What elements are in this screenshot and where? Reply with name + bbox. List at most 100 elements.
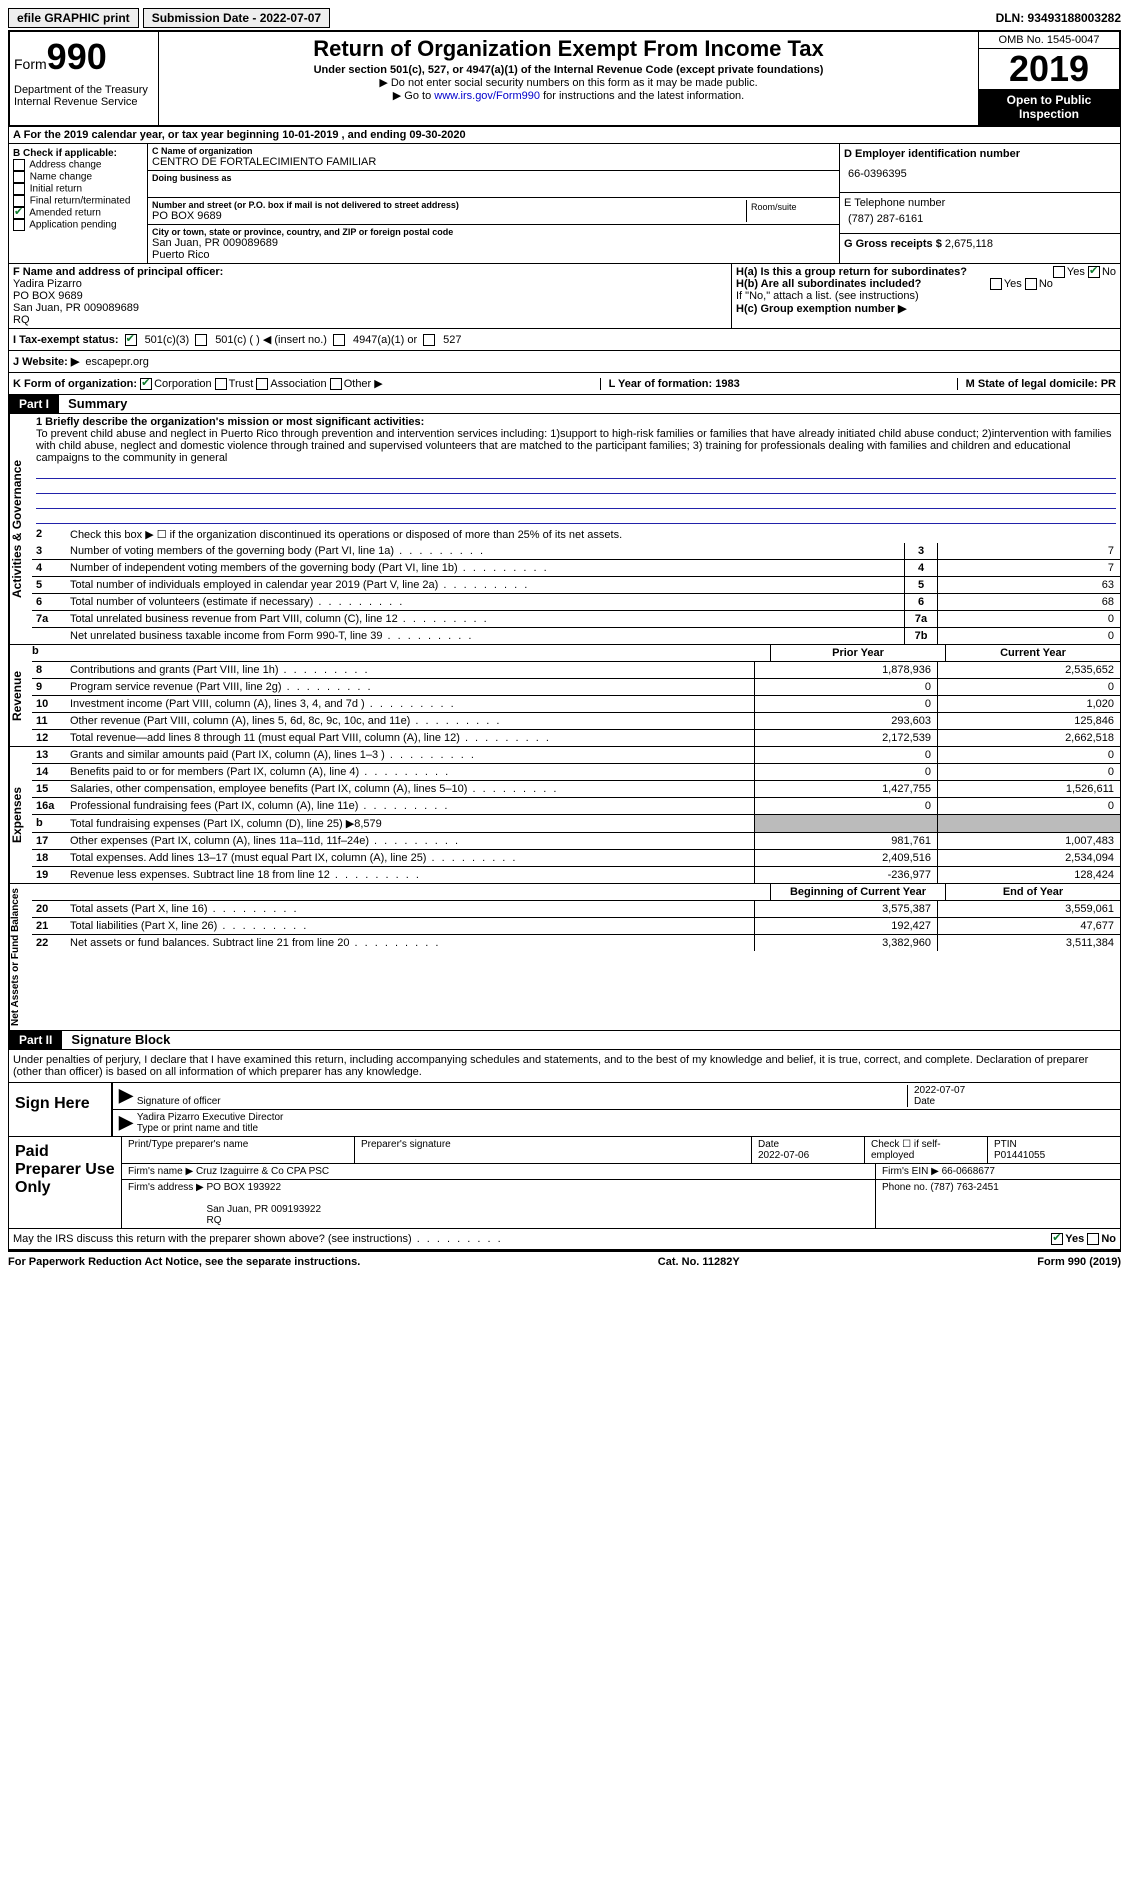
box-b: B Check if applicable: Address change Na… xyxy=(9,144,148,263)
firm-name: Cruz Izaguirre & Co CPA PSC xyxy=(196,1166,329,1177)
phone-value: (787) 287-6161 xyxy=(844,209,1116,229)
netassets-section: Net Assets or Fund Balances Beginning of… xyxy=(8,884,1121,1031)
tax-status-row: I Tax-exempt status: 501(c)(3) 501(c) ( … xyxy=(8,329,1121,351)
note-ssn: ▶ Do not enter social security numbers o… xyxy=(165,76,972,89)
state-domicile: M State of legal domicile: PR xyxy=(966,378,1116,390)
entity-block: B Check if applicable: Address change Na… xyxy=(8,144,1121,264)
financial-line: 11Other revenue (Part VIII, column (A), … xyxy=(32,713,1120,730)
summary-line: 2Check this box ▶ ☐ if the organization … xyxy=(32,526,1120,543)
financial-line: 8Contributions and grants (Part VIII, li… xyxy=(32,662,1120,679)
summary-line: 7aTotal unrelated business revenue from … xyxy=(32,611,1120,628)
corp-checkbox[interactable] xyxy=(140,378,152,390)
discuss-no-checkbox[interactable] xyxy=(1087,1233,1099,1245)
ha-label: H(a) Is this a group return for subordin… xyxy=(736,266,967,278)
officer-addr: PO BOX 9689 San Juan, PR 009089689 RQ xyxy=(13,290,139,326)
ein-value: 66-0396395 xyxy=(844,160,1116,188)
summary-line: 3Number of voting members of the governi… xyxy=(32,543,1120,560)
dba-label: Doing business as xyxy=(152,173,835,183)
financial-line: 10Investment income (Part VIII, column (… xyxy=(32,696,1120,713)
omb-number: OMB No. 1545-0047 xyxy=(979,32,1119,49)
firm-ein: 66-0668677 xyxy=(942,1166,995,1177)
financial-line: 22Net assets or fund balances. Subtract … xyxy=(32,935,1120,951)
other-checkbox[interactable] xyxy=(330,378,342,390)
officer-label: F Name and address of principal officer: xyxy=(13,266,223,278)
form-number: Form990 xyxy=(14,36,154,78)
firm-phone: (787) 763-2451 xyxy=(930,1182,998,1193)
financial-line: 19Revenue less expenses. Subtract line 1… xyxy=(32,867,1120,883)
activities-section: Activities & Governance 1 Briefly descri… xyxy=(8,414,1121,645)
financial-line: 14Benefits paid to or for members (Part … xyxy=(32,764,1120,781)
officer-name: Yadira Pizarro xyxy=(13,278,82,290)
dln-label: DLN: 93493188003282 xyxy=(996,11,1121,25)
part1-bar: Part I Summary xyxy=(8,395,1121,414)
end-year-header: End of Year xyxy=(945,884,1120,900)
gross-receipts-label: G Gross receipts $ xyxy=(844,238,942,250)
part2-bar: Part II Signature Block xyxy=(8,1031,1121,1050)
financial-line: 12Total revenue—add lines 8 through 11 (… xyxy=(32,730,1120,746)
hb-label: H(b) Are all subordinates included? xyxy=(736,278,921,290)
note-link: ▶ Go to www.irs.gov/Form990 for instruct… xyxy=(165,89,972,102)
summary-line: 4Number of independent voting members of… xyxy=(32,560,1120,577)
501c3-checkbox[interactable] xyxy=(125,334,137,346)
org-name: CENTRO DE FORTALECIMIENTO FAMILIAR xyxy=(152,156,835,168)
financial-line: 17Other expenses (Part IX, column (A), l… xyxy=(32,833,1120,850)
box-b-checkbox-5[interactable] xyxy=(13,219,25,231)
paid-preparer-label: Paid Preparer Use Only xyxy=(9,1137,122,1228)
assoc-checkbox[interactable] xyxy=(256,378,268,390)
org-name-label: C Name of organization xyxy=(152,146,835,156)
room-suite: Room/suite xyxy=(746,200,835,222)
summary-line: 5Total number of individuals employed in… xyxy=(32,577,1120,594)
irs-link[interactable]: www.irs.gov/Form990 xyxy=(434,90,540,102)
revenue-label: Revenue xyxy=(9,645,32,746)
hc-note: If "No," attach a list. (see instruction… xyxy=(736,290,1116,302)
box-b-checkbox-0[interactable] xyxy=(13,159,25,171)
preparer-date: 2022-07-06 xyxy=(758,1150,809,1161)
efile-print-button[interactable]: efile GRAPHIC print xyxy=(8,8,139,28)
4947-checkbox[interactable] xyxy=(333,334,345,346)
firm-address: PO BOX 193922 San Juan, PR 009193922 RQ xyxy=(207,1182,322,1226)
hc-label: H(c) Group exemption number ▶ xyxy=(736,303,906,315)
mission-block: 1 Briefly describe the organization's mi… xyxy=(32,414,1120,526)
financial-line: 9Program service revenue (Part VIII, lin… xyxy=(32,679,1120,696)
tax-year: 2019 xyxy=(979,49,1119,89)
part2-title: Signature Block xyxy=(71,1032,170,1047)
current-year-header: Current Year xyxy=(945,645,1120,661)
addr-label: Number and street (or P.O. box if mail i… xyxy=(152,200,746,210)
part2-header: Part II xyxy=(9,1031,62,1049)
form-header: Form990 Department of the Treasury Inter… xyxy=(8,30,1121,127)
box-b-checkbox-1[interactable] xyxy=(13,171,25,183)
self-employed-check: Check ☐ if self-employed xyxy=(865,1137,988,1163)
officer-signed-name: Yadira Pizarro Executive Director xyxy=(137,1112,284,1123)
box-b-checkbox-4[interactable] xyxy=(13,207,25,219)
top-bar: efile GRAPHIC print Submission Date - 20… xyxy=(8,8,1121,28)
beginning-year-header: Beginning of Current Year xyxy=(770,884,945,900)
website-row: J Website: ▶ escapepr.org xyxy=(8,351,1121,373)
paperwork-notice: For Paperwork Reduction Act Notice, see … xyxy=(8,1256,360,1268)
financial-line: 13Grants and similar amounts paid (Part … xyxy=(32,747,1120,764)
k-org-row: K Form of organization: Corporation Trus… xyxy=(8,373,1121,395)
row-a-tax-year: A For the 2019 calendar year, or tax yea… xyxy=(8,127,1121,144)
summary-line: 6Total number of volunteers (estimate if… xyxy=(32,594,1120,611)
box-b-checkbox-2[interactable] xyxy=(13,183,25,195)
signature-block: Under penalties of perjury, I declare th… xyxy=(8,1050,1121,1229)
submission-date-button[interactable]: Submission Date - 2022-07-07 xyxy=(143,8,330,28)
financial-line: 15Salaries, other compensation, employee… xyxy=(32,781,1120,798)
financial-line: bTotal fundraising expenses (Part IX, co… xyxy=(32,815,1120,833)
cat-number: Cat. No. 11282Y xyxy=(658,1256,740,1268)
page-footer: For Paperwork Reduction Act Notice, see … xyxy=(8,1250,1121,1272)
revenue-section: Revenue bPrior YearCurrent Year 8Contrib… xyxy=(8,645,1121,747)
discuss-yes-checkbox[interactable] xyxy=(1051,1233,1063,1245)
trust-checkbox[interactable] xyxy=(215,378,227,390)
website-value: escapepr.org xyxy=(85,356,149,368)
officer-row: F Name and address of principal officer:… xyxy=(8,264,1121,329)
summary-line: Net unrelated business taxable income fr… xyxy=(32,628,1120,644)
527-checkbox[interactable] xyxy=(423,334,435,346)
preparer-sig-header: Preparer's signature xyxy=(355,1137,752,1163)
mission-text: To prevent child abuse and neglect in Pu… xyxy=(36,428,1112,464)
year-formation: L Year of formation: 1983 xyxy=(609,378,740,390)
part1-header: Part I xyxy=(9,395,59,413)
financial-line: 18Total expenses. Add lines 13–17 (must … xyxy=(32,850,1120,867)
netassets-label: Net Assets or Fund Balances xyxy=(9,884,32,1030)
financial-line: 16aProfessional fundraising fees (Part I… xyxy=(32,798,1120,815)
501c-checkbox[interactable] xyxy=(195,334,207,346)
